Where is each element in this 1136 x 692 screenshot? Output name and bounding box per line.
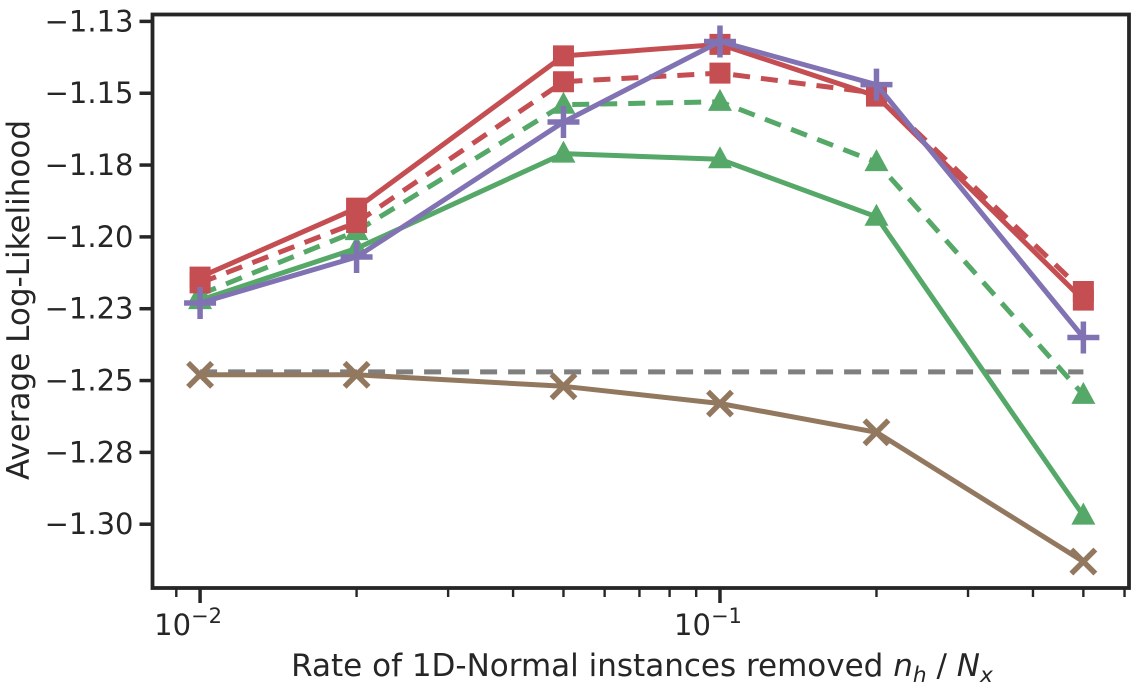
triangle-marker <box>707 88 732 111</box>
triangle-marker <box>864 149 889 172</box>
x-axis-label-slash: / <box>926 647 957 684</box>
square-marker <box>189 266 211 288</box>
plus-marker <box>547 105 580 138</box>
y-tick-label: −1.13 <box>45 4 134 38</box>
x-axis-label-text: Rate of 1D-Normal instances removed <box>291 647 894 684</box>
plus-marker <box>340 241 373 274</box>
y-tick-label: −1.15 <box>45 76 134 110</box>
triangle-marker <box>864 203 889 226</box>
series-purple-plus-solid <box>184 25 1100 354</box>
plot-frame <box>150 12 1131 590</box>
x-marker <box>186 360 215 389</box>
x-marker <box>862 418 891 447</box>
x-marker <box>706 389 734 418</box>
series-green-triangle-dashed <box>188 88 1096 404</box>
plus-marker <box>703 25 736 58</box>
triangle-marker <box>707 146 732 169</box>
x-axis-label-var-n: n <box>893 647 913 684</box>
y-tick-label: −1.18 <box>45 148 134 182</box>
x-marker <box>342 360 371 389</box>
y-tick-label: −1.28 <box>45 435 134 469</box>
series-brown-x-solid <box>186 360 1098 576</box>
plus-marker <box>1067 321 1100 354</box>
x-tick-label: 10−1 <box>674 604 742 642</box>
x-axis-label: Rate of 1D-Normal instances removed nh /… <box>291 648 993 688</box>
triangle-marker <box>1071 502 1096 525</box>
y-tick-label: −1.20 <box>45 220 134 254</box>
x-marker <box>1069 547 1098 576</box>
square-marker <box>552 45 574 67</box>
plus-marker <box>860 68 893 101</box>
square-marker <box>709 62 731 84</box>
x-axis-label-sub-x: x <box>979 663 993 689</box>
x-tick-label: 10−2 <box>154 604 222 642</box>
triangle-marker <box>551 91 576 114</box>
x-axis-label-var-N: N <box>956 647 980 684</box>
y-tick-label: −1.25 <box>45 364 134 398</box>
y-tick-label: −1.23 <box>45 292 134 326</box>
triangle-marker <box>1071 381 1096 404</box>
x-marker <box>549 372 578 401</box>
purple-plus-solid-line <box>199 39 1086 340</box>
plus-marker <box>184 286 217 319</box>
triangle-marker <box>551 140 576 163</box>
x-axis-label-sub-h: h <box>912 663 927 689</box>
series-green-triangle-solid <box>188 140 1096 525</box>
square-marker <box>1072 289 1094 311</box>
green-triangle-solid-line <box>199 151 1086 518</box>
square-marker <box>346 197 368 219</box>
brown-x-solid-line <box>200 372 1085 564</box>
green-triangle-dashed-line <box>199 99 1086 397</box>
square-marker <box>552 71 574 93</box>
y-axis-label: Average Log-Likelihood <box>1 120 37 480</box>
y-tick-label: −1.30 <box>45 507 134 541</box>
